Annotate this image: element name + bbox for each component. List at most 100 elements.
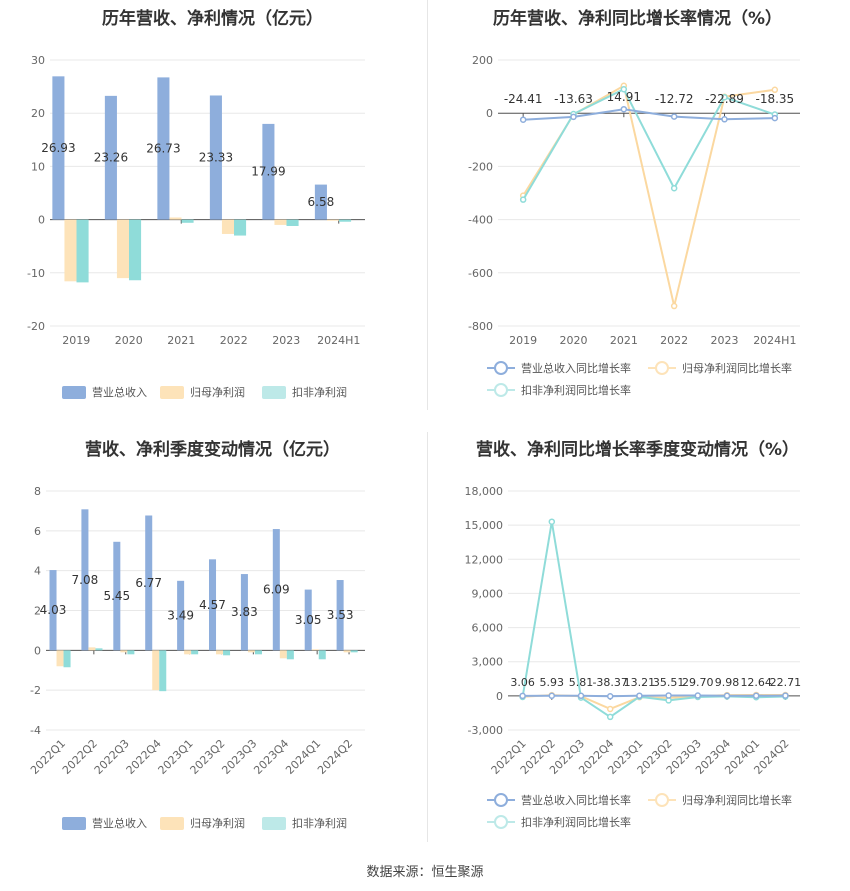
data-point [721,116,728,123]
bar-revenue [336,580,344,651]
bar-net-profit [326,219,340,221]
legend-item-net-profit[interactable]: 归母净利润 [160,815,245,831]
data-point [606,705,614,713]
legend-item-deducted-profit[interactable]: 扣非净利润 [262,384,347,400]
bar-net-profit [221,219,235,234]
y-tick-label: 0 [38,214,45,227]
bar-revenue [81,509,89,651]
legend-swatch-revenue [62,385,86,399]
bar-revenue [262,123,275,220]
bar-net-profit [120,650,128,653]
bar-revenue [209,95,222,220]
legend-item-deducted-profit-growth[interactable]: 扣非净利润同比增长率 [487,382,631,398]
bar-revenue [157,77,170,220]
y-tick-label: 15,000 [465,519,504,532]
bar-deducted-profit [339,219,352,222]
y-tick-label: 6 [34,525,41,538]
data-point [721,93,728,101]
data-label: 6.09 [263,583,290,597]
bar-revenue [304,589,312,651]
chart-title-quarterly-amount: 营收、净利季度变动情况（亿元） [85,440,340,460]
bar-deducted-profit [223,650,231,656]
y-tick-label: 4 [34,565,41,578]
legend-swatch-net-profit [160,385,184,399]
x-tick-label: 2020 [115,334,143,347]
y-tick-label: -200 [468,160,493,173]
data-point [620,86,628,93]
data-point [670,302,678,310]
x-tick-label: 2020 [560,334,588,347]
legend-swatch-net-profit-growth [648,361,676,375]
data-label: 5.93 [540,676,565,689]
legend-item-net-profit-growth[interactable]: 归母净利润同比增长率 [648,792,792,808]
legend-item-net-profit-growth[interactable]: 归母净利润同比增长率 [648,360,792,376]
legend-label: 归母净利润同比增长率 [682,794,792,807]
data-point [519,196,527,203]
legend-item-revenue[interactable]: 营业总收入 [62,384,147,400]
legend-item-revenue[interactable]: 营业总收入 [62,815,147,831]
y-tick-label: -800 [468,320,493,333]
x-tick-label: 2022 [660,334,688,347]
data-label: 13.21 [624,676,656,689]
bar-net-profit [56,650,64,667]
legend-item-deducted-profit-growth[interactable]: 扣非净利润同比增长率 [487,814,631,830]
bar-deducted-profit [234,219,247,236]
data-point [782,692,789,699]
panel-divider-top [427,0,428,410]
data-label: 14.91 [607,90,641,104]
x-tick-label: 2024H1 [317,334,360,347]
series-line-deducted-profit-growth [521,521,786,719]
data-label: 5.45 [103,589,130,603]
data-label: -18.35 [755,92,794,106]
x-tick-label: 2024H1 [753,334,796,347]
legend-swatch-net-profit [160,816,184,830]
data-label: 35.51 [653,676,685,689]
legend-swatch-deducted-profit [262,816,286,830]
data-label: 9.98 [715,676,740,689]
bar-deducted-profit [350,650,358,653]
bar-revenue [104,95,117,220]
legend-item-net-profit[interactable]: 归母净利润 [160,384,245,400]
bar-deducted-profit [159,650,167,692]
data-label: 5.81 [569,676,594,689]
y-tick-label: 3,000 [472,656,504,669]
y-tick-label: 2 [34,605,41,618]
legend-swatch-revenue-growth [487,793,515,807]
data-label: 12.64 [740,676,772,689]
panel-divider-bottom [427,432,428,842]
y-tick-label: -4 [30,724,41,737]
legend-item-revenue-growth[interactable]: 营业总收入同比增长率 [487,792,631,808]
bar-deducted-profit [286,219,299,226]
bar-deducted-profit [191,650,199,655]
x-tick-label: 2023 [711,334,739,347]
data-label: 17.99 [251,165,285,179]
data-label: 3.05 [295,613,322,627]
data-point [670,113,678,120]
y-tick-label: 0 [496,690,503,703]
data-label: -22.89 [705,92,744,106]
data-label: 26.93 [41,141,75,155]
data-label: 3.49 [167,609,194,623]
legend-label: 归母净利润 [190,817,245,830]
y-tick-label: -20 [27,320,45,333]
data-point [548,518,556,525]
y-tick-label: 0 [486,107,493,120]
legend-label: 归母净利润同比增长率 [682,362,792,375]
bar-net-profit [247,650,255,653]
legend-item-deducted-profit[interactable]: 扣非净利润 [262,815,347,831]
data-label: 23.26 [94,151,128,165]
legend-label: 营业总收入同比增长率 [521,794,631,807]
y-tick-label: 30 [31,54,45,67]
bar-revenue [177,580,185,651]
legend-label: 归母净利润 [190,386,245,399]
data-label: 4.57 [199,598,226,612]
data-point [519,116,527,123]
data-label: 3.53 [327,608,354,622]
y-tick-label: 6,000 [472,622,504,635]
legend-item-revenue-growth[interactable]: 营业总收入同比增长率 [487,360,631,376]
bar-net-profit [343,650,351,653]
data-label: 4.03 [40,603,67,617]
data-point [771,114,779,122]
chart-title-annual-amount: 历年营收、净利情况（亿元） [102,9,323,29]
